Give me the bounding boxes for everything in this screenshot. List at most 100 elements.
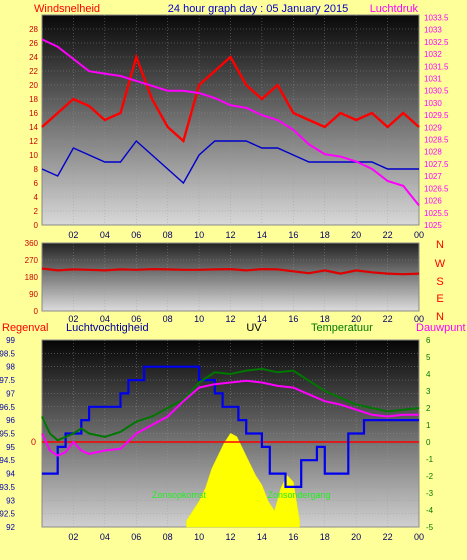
temperature-line (41, 367, 420, 442)
time-tick-label: 14 (257, 532, 267, 542)
value-tick-label: 98.5 (0, 349, 16, 358)
value-tick-label: 12 (29, 137, 38, 146)
time-tick-label: 20 (351, 314, 361, 324)
legend-humidity: Luchtvochtigheid (66, 322, 149, 334)
compass-east: E (436, 293, 443, 305)
sunrise-annotation: Zonsopkomst (152, 490, 207, 500)
humidity-line (42, 365, 419, 488)
value-tick-label: 8 (34, 165, 39, 174)
value-tick-label: 1028 (424, 148, 442, 157)
time-tick-label: 20 (351, 532, 361, 542)
time-tick-label: 04 (100, 314, 110, 324)
value-tick-label: 2 (34, 207, 39, 216)
legend-temperature: Temperatuur (311, 322, 373, 334)
value-tick-label: 24 (29, 53, 38, 62)
time-tick-label: 08 (163, 532, 173, 542)
time-tick-label: 04 (100, 532, 110, 542)
value-tick-label: 3 (426, 387, 431, 396)
time-tick-label: 12 (225, 532, 235, 542)
compass-south: S (436, 276, 443, 288)
wind-pressure-time-ticks: 02 04 06 08 10 12 14 16 18 20 22 00 (68, 230, 424, 240)
value-tick-label: 22 (29, 67, 38, 76)
value-tick-label: 93 (6, 496, 15, 505)
wind-direction-time-ticks: 02 04 06 08 10 12 14 16 18 20 22 00 (68, 314, 424, 324)
pressure-axis-ticks: 1025 1025.5 1026 1026.5 1027 1027.5 1028 1028.5… (424, 13, 449, 230)
time-tick-label: 08 (163, 314, 173, 324)
value-tick-label: 0 (34, 307, 39, 316)
rain-axis-ticks: 0 (31, 437, 36, 447)
humidity-temp-time-ticks: 02 04 06 08 10 12 14 16 18 20 22 00 (68, 532, 424, 542)
value-tick-label: 20 (29, 81, 38, 90)
time-tick-label: 04 (100, 230, 110, 240)
time-tick-label: 16 (288, 230, 298, 240)
time-tick-label: 00 (414, 532, 424, 542)
value-tick-label: -1 (426, 455, 434, 464)
sunset-annotation: Zonsondergang (267, 490, 330, 500)
compass-north-bottom: N (436, 311, 444, 323)
wind-gust-line (41, 53, 420, 144)
value-tick-label: 96 (6, 416, 15, 425)
time-tick-label: 02 (68, 314, 78, 324)
value-tick-label: 4 (426, 370, 431, 379)
value-tick-label: 16 (29, 109, 38, 118)
time-tick-label: 10 (194, 532, 204, 542)
time-tick-label: 00 (414, 314, 424, 324)
time-tick-label: 02 (68, 230, 78, 240)
value-tick-label: 1030 (424, 99, 442, 108)
wind-direction-series (41, 267, 420, 276)
value-tick-label: 360 (25, 239, 39, 248)
rain-tick-label: 0 (31, 437, 36, 447)
value-tick-label: 1031 (424, 74, 442, 83)
value-tick-label: 26 (29, 39, 38, 48)
time-tick-label: 00 (414, 230, 424, 240)
value-tick-label: 97.5 (0, 376, 16, 385)
time-tick-label: 22 (383, 230, 393, 240)
time-tick-label: 20 (351, 230, 361, 240)
value-tick-label: 1030.5 (424, 87, 449, 96)
value-tick-label: 1027.5 (424, 160, 449, 169)
value-tick-label: 6 (34, 179, 39, 188)
humidity-temp-series (41, 365, 420, 528)
value-tick-label: 1025.5 (424, 209, 449, 218)
time-tick-label: 14 (257, 314, 267, 324)
value-tick-label: -3 (426, 489, 434, 498)
time-tick-label: 16 (288, 314, 298, 324)
value-tick-label: 1033.5 (424, 13, 449, 22)
value-tick-label: -2 (426, 472, 434, 481)
compass-west: W (435, 258, 446, 270)
value-tick-label: 180 (25, 273, 39, 282)
time-tick-label: 12 (225, 314, 235, 324)
direction-axis-ticks: 0 90 180 270 360 (25, 239, 39, 316)
value-tick-label: 95.5 (0, 430, 16, 439)
legend-uv: UV (246, 322, 262, 334)
time-tick-label: 10 (194, 230, 204, 240)
value-tick-label: 0 (34, 221, 39, 230)
humidity-axis-ticks: 92 92.5 93 93.5 94 94.5 95 95.5 96 96.5 97 97.5 98 98… (0, 336, 16, 532)
time-tick-label: 18 (320, 230, 330, 240)
solar-area (186, 432, 300, 528)
value-tick-label: 1025 (424, 221, 442, 230)
value-tick-label: 98 (6, 363, 15, 372)
value-tick-label: -4 (426, 506, 434, 515)
value-tick-label: 18 (29, 95, 38, 104)
wind-axis-title: Windsnelheid (34, 3, 100, 15)
value-tick-label: 4 (34, 193, 39, 202)
dewpoint-line (41, 379, 419, 457)
value-tick-label: 90 (29, 290, 38, 299)
time-tick-label: 10 (194, 314, 204, 324)
time-tick-label: 02 (68, 532, 78, 542)
time-tick-label: 06 (131, 532, 141, 542)
value-tick-label: 0 (426, 438, 431, 447)
legend-rain: Regenval (2, 322, 48, 334)
pressure-line (41, 38, 420, 207)
value-tick-label: 95 (6, 443, 15, 452)
value-tick-label: 1029 (424, 123, 442, 132)
value-tick-label: 94.5 (0, 456, 16, 465)
value-tick-label: 5 (426, 353, 431, 362)
value-tick-label: 94 (6, 470, 15, 479)
value-tick-label: 1026.5 (424, 184, 449, 193)
value-tick-label: 92 (6, 523, 15, 532)
time-tick-label: 12 (225, 230, 235, 240)
